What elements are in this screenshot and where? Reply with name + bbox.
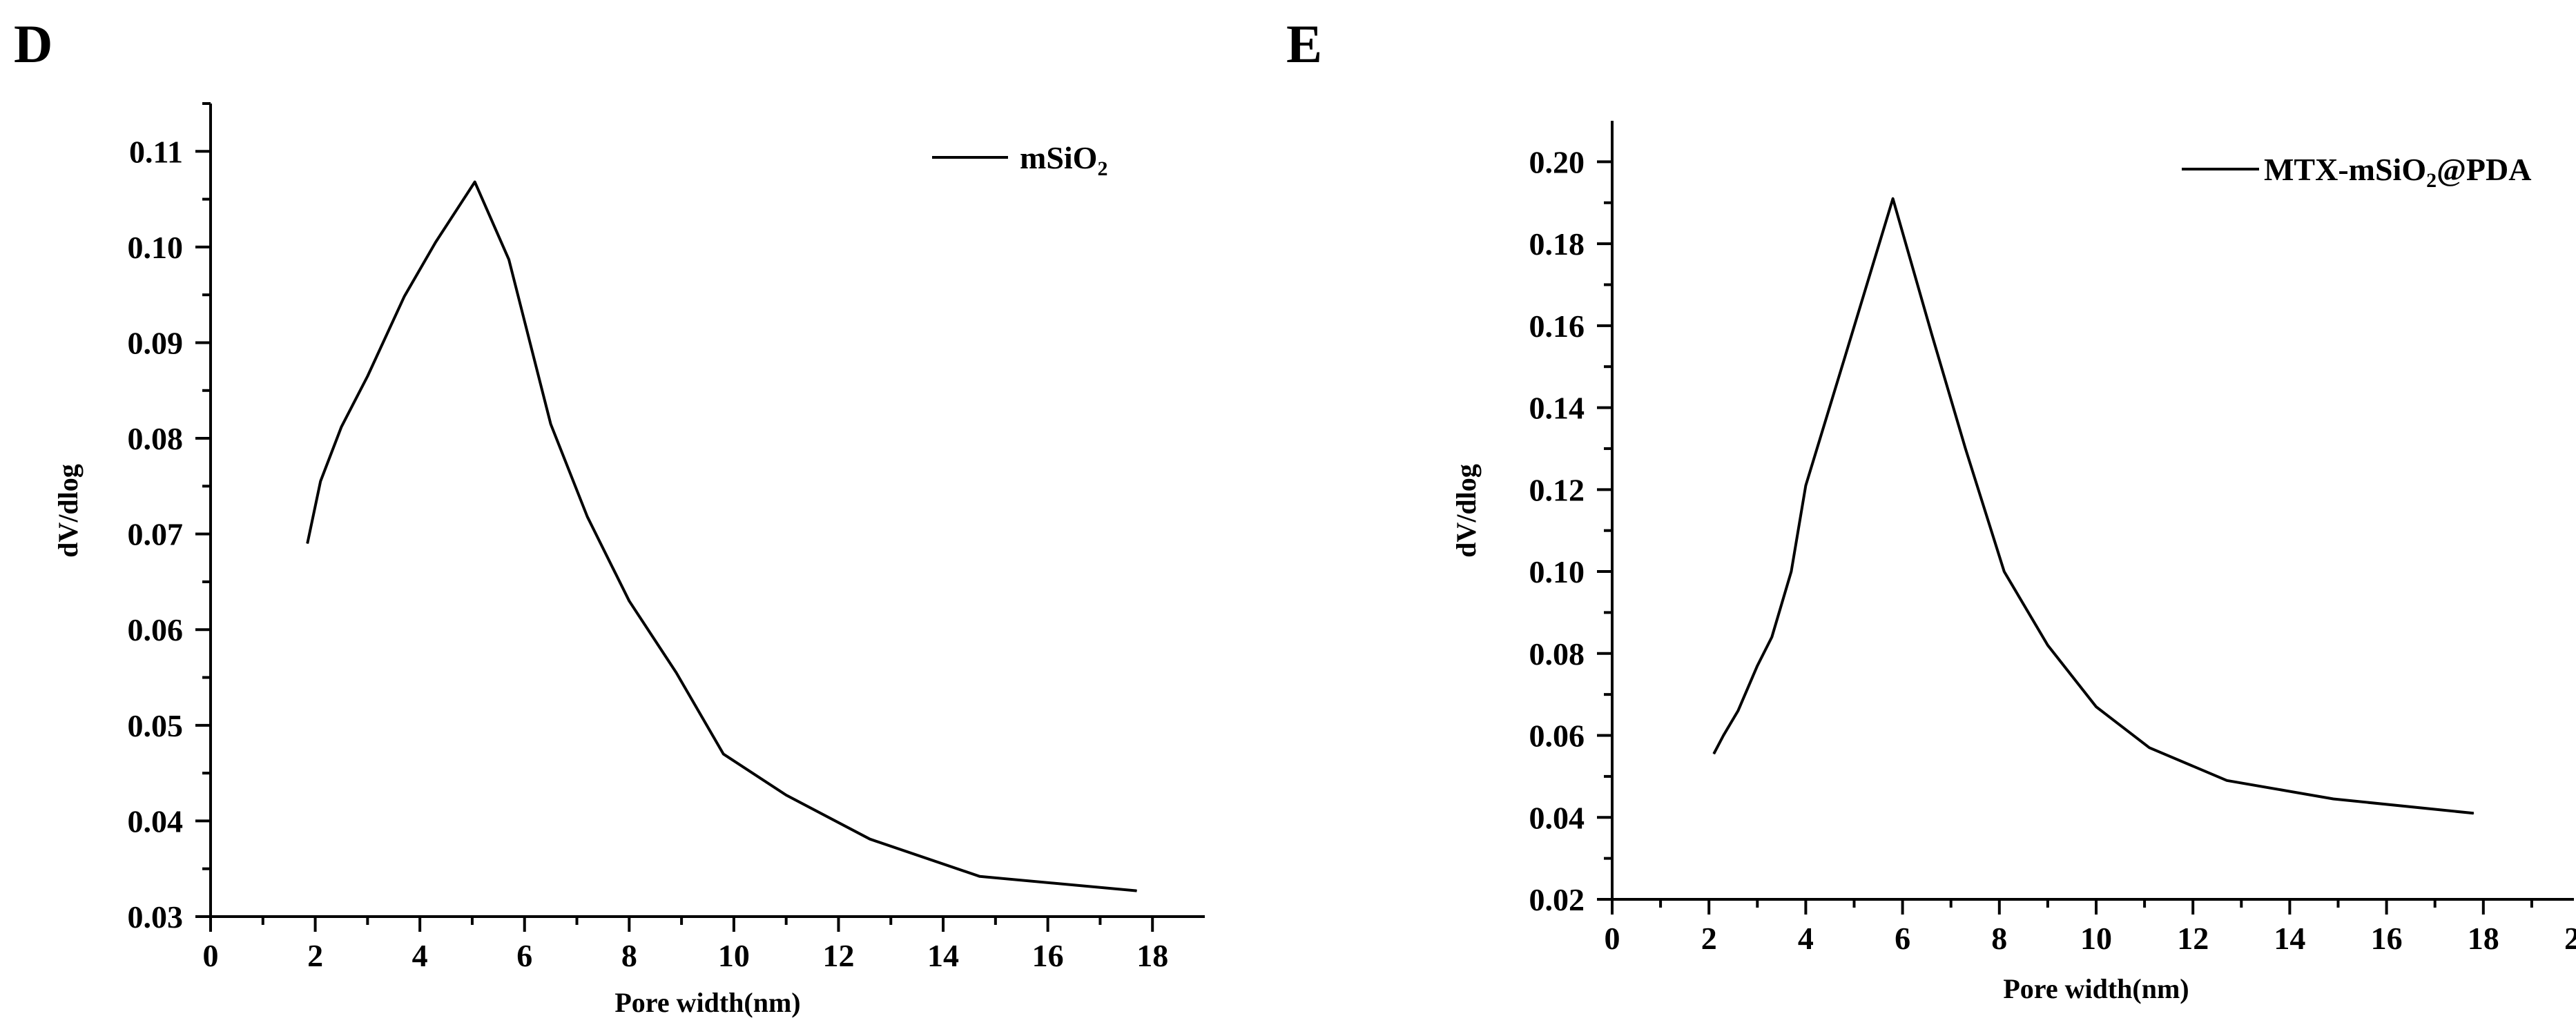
x-tick-label: 12 <box>822 938 854 973</box>
x-tick-label: 4 <box>412 938 428 973</box>
panel-letter-e: E <box>1286 14 1322 74</box>
x-tick-label: 10 <box>718 938 750 973</box>
data-point <box>1965 448 1966 449</box>
data-point <box>403 296 405 297</box>
x-tick-label: 16 <box>2371 921 2403 956</box>
legend-label-tail: @PDA <box>2437 152 2531 187</box>
y-tick-label: 0.04 <box>1529 800 1585 835</box>
chart-panel-e: E 024681012141618200.020.040.060.080.100… <box>1286 14 2576 1004</box>
plot-area-d: 0 2 4 6 8 10 12 14 16 18 0.03 0.04 0.05 0.06 0.07 0.08 0… <box>52 102 1205 1018</box>
data-point <box>2095 706 2097 707</box>
y-tick-label: 0.20 <box>1529 144 1585 179</box>
data-point <box>508 259 510 260</box>
y-tick-label: 0.11 <box>129 134 183 169</box>
x-tick-label: 12 <box>2177 921 2209 956</box>
series-line-d <box>306 180 1137 892</box>
y-tick-label: 0.02 <box>1529 882 1585 917</box>
x-tick-label: 2 <box>307 938 323 973</box>
data-point <box>1136 890 1137 892</box>
y-tick-label: 0.06 <box>1529 719 1585 754</box>
data-point <box>2149 747 2150 748</box>
x-tick-label: 4 <box>1798 921 1814 956</box>
x-tick-label: 8 <box>1991 921 2007 956</box>
data-point <box>320 480 321 482</box>
data-point <box>1723 735 1724 736</box>
data-point <box>367 375 368 377</box>
x-tick-label: 14 <box>927 938 959 973</box>
data-point <box>1790 571 1792 572</box>
y-tick-label: 0.08 <box>128 421 184 456</box>
panel-letter-d: D <box>14 14 52 74</box>
legend-label-subscript: 2 <box>1097 157 1107 180</box>
data-point <box>1756 665 1758 667</box>
x-tick-label: 18 <box>2468 921 2499 956</box>
y-axis-title: dV/dlog <box>1451 464 1482 558</box>
x-tick-label: 14 <box>2274 921 2305 956</box>
chart-panel-d: D 0 2 4 6 8 10 12 14 16 18 0.03 0.04 0.05 0.06 0.07 0.0… <box>14 14 1205 1018</box>
series-line-e <box>1712 197 2475 815</box>
x-tick-label: 6 <box>516 938 532 973</box>
y-tick-label: 0.18 <box>1529 226 1585 262</box>
data-point <box>587 516 588 518</box>
legend-label-subscript: 2 <box>2426 169 2437 192</box>
legend-label: MTX-mSiO2@PDA <box>2264 152 2531 192</box>
y-axis-title: dV/dlog <box>52 464 84 558</box>
y-tick-label: 0.10 <box>128 230 184 265</box>
x-tick-label: 6 <box>1895 921 1910 956</box>
y-tick-label: 0.14 <box>1529 391 1585 426</box>
x-tick-label: 2 <box>1701 921 1717 956</box>
y-tick-label: 0.03 <box>128 899 184 935</box>
data-point <box>2473 812 2475 814</box>
y-tick-label: 0.09 <box>128 325 184 360</box>
y-tick-label: 0.16 <box>1529 309 1585 344</box>
x-axis-title: Pore width(nm) <box>2003 973 2189 1004</box>
y-tick-label: 0.05 <box>128 708 184 743</box>
x-tick-label: 16 <box>1032 938 1064 973</box>
legend-label: mSiO2 <box>1020 140 1107 180</box>
x-axis-title: Pore width(nm) <box>614 987 800 1018</box>
x-tick-label: 18 <box>1136 938 1168 973</box>
data-point <box>1931 333 1933 335</box>
data-point <box>307 543 308 545</box>
plot-area-e: 0 2 4 6 8 10 12 14 16 18 20 0.02 0.04 0.06 0.08 0.10 0.1… <box>1451 121 2576 1004</box>
y-tick-label: 0.12 <box>1529 472 1585 507</box>
y-tick-label: 0.06 <box>128 612 184 647</box>
x-tick-label: 0 <box>203 938 219 973</box>
legend-label-main: MTX-mSiO <box>2264 152 2426 187</box>
x-tick-label: 8 <box>621 938 637 973</box>
x-tick-label: 0 <box>1605 921 1620 956</box>
y-tick-label: 0.08 <box>1529 636 1585 672</box>
legend-label-main: mSiO <box>1020 140 1097 175</box>
y-tick-label: 0.07 <box>128 517 184 552</box>
data-point <box>1892 198 1894 199</box>
data-point <box>1737 710 1739 712</box>
y-tick-label: 0.04 <box>128 803 184 839</box>
data-point <box>628 600 630 602</box>
data-point <box>676 672 677 674</box>
data-point <box>1805 485 1806 486</box>
data-point <box>1843 358 1845 359</box>
x-tick-label: 10 <box>2080 921 2112 956</box>
y-tick-label: 0.10 <box>1529 554 1585 589</box>
x-tick-label: 20 <box>2564 921 2576 956</box>
